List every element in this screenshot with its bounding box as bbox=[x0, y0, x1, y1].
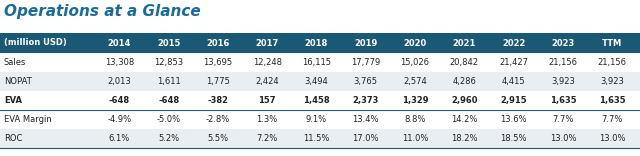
Text: ROC: ROC bbox=[4, 134, 22, 143]
Text: -382: -382 bbox=[207, 96, 228, 105]
Text: 13.0%: 13.0% bbox=[550, 134, 576, 143]
Text: -648: -648 bbox=[109, 96, 130, 105]
Text: 1,611: 1,611 bbox=[157, 77, 180, 86]
Text: 13.4%: 13.4% bbox=[353, 115, 379, 124]
Text: 7.2%: 7.2% bbox=[257, 134, 278, 143]
Text: 1,635: 1,635 bbox=[599, 96, 625, 105]
Text: -648: -648 bbox=[158, 96, 179, 105]
Text: -2.8%: -2.8% bbox=[206, 115, 230, 124]
Text: 5.5%: 5.5% bbox=[207, 134, 228, 143]
Text: 2015: 2015 bbox=[157, 39, 180, 47]
Text: 18.2%: 18.2% bbox=[451, 134, 477, 143]
Text: 6.1%: 6.1% bbox=[109, 134, 130, 143]
Text: 1,329: 1,329 bbox=[402, 96, 428, 105]
Text: 11.5%: 11.5% bbox=[303, 134, 330, 143]
Text: 7.7%: 7.7% bbox=[602, 115, 623, 124]
Text: 2018: 2018 bbox=[305, 39, 328, 47]
Text: 2022: 2022 bbox=[502, 39, 525, 47]
Text: 2020: 2020 bbox=[403, 39, 427, 47]
Text: 1.3%: 1.3% bbox=[257, 115, 278, 124]
Text: 2021: 2021 bbox=[452, 39, 476, 47]
Text: 2,424: 2,424 bbox=[255, 77, 279, 86]
Text: 2017: 2017 bbox=[255, 39, 279, 47]
Text: 3,765: 3,765 bbox=[354, 77, 378, 86]
Text: 2,574: 2,574 bbox=[403, 77, 427, 86]
Text: Operations at a Glance: Operations at a Glance bbox=[4, 4, 201, 19]
Text: 17,779: 17,779 bbox=[351, 58, 380, 67]
Text: Sales: Sales bbox=[4, 58, 26, 67]
Text: 2,013: 2,013 bbox=[108, 77, 131, 86]
Text: 13,308: 13,308 bbox=[105, 58, 134, 67]
Text: 2019: 2019 bbox=[354, 39, 378, 47]
Text: 17.0%: 17.0% bbox=[353, 134, 379, 143]
Text: 9.1%: 9.1% bbox=[306, 115, 327, 124]
Text: 7.7%: 7.7% bbox=[552, 115, 573, 124]
Text: 16,115: 16,115 bbox=[302, 58, 331, 67]
Text: 20,842: 20,842 bbox=[450, 58, 479, 67]
Text: 1,635: 1,635 bbox=[550, 96, 576, 105]
Text: 5.2%: 5.2% bbox=[158, 134, 179, 143]
Text: 4,415: 4,415 bbox=[502, 77, 525, 86]
Text: 1,458: 1,458 bbox=[303, 96, 330, 105]
Text: 2023: 2023 bbox=[551, 39, 575, 47]
Text: EVA Margin: EVA Margin bbox=[4, 115, 52, 124]
Text: (million USD): (million USD) bbox=[4, 39, 67, 47]
Text: 21,427: 21,427 bbox=[499, 58, 528, 67]
Text: 157: 157 bbox=[259, 96, 276, 105]
Text: 15,026: 15,026 bbox=[401, 58, 429, 67]
Text: 2016: 2016 bbox=[206, 39, 230, 47]
Text: 18.5%: 18.5% bbox=[500, 134, 527, 143]
Text: 1,775: 1,775 bbox=[206, 77, 230, 86]
Text: 3,923: 3,923 bbox=[600, 77, 624, 86]
Text: 2,373: 2,373 bbox=[353, 96, 379, 105]
Text: 3,923: 3,923 bbox=[551, 77, 575, 86]
Text: 13.0%: 13.0% bbox=[599, 134, 625, 143]
Text: 11.0%: 11.0% bbox=[402, 134, 428, 143]
Text: 8.8%: 8.8% bbox=[404, 115, 426, 124]
Text: 2,960: 2,960 bbox=[451, 96, 477, 105]
Text: 13.6%: 13.6% bbox=[500, 115, 527, 124]
Text: -4.9%: -4.9% bbox=[108, 115, 131, 124]
Text: TTM: TTM bbox=[602, 39, 622, 47]
Text: 12,853: 12,853 bbox=[154, 58, 183, 67]
Text: NOPAT: NOPAT bbox=[4, 77, 32, 86]
Text: 13,695: 13,695 bbox=[204, 58, 232, 67]
Text: -5.0%: -5.0% bbox=[157, 115, 180, 124]
Text: 4,286: 4,286 bbox=[452, 77, 476, 86]
Text: 21,156: 21,156 bbox=[598, 58, 627, 67]
Text: 12,248: 12,248 bbox=[253, 58, 282, 67]
Text: 2014: 2014 bbox=[108, 39, 131, 47]
Text: 14.2%: 14.2% bbox=[451, 115, 477, 124]
Text: 2,915: 2,915 bbox=[500, 96, 527, 105]
Text: EVA: EVA bbox=[4, 96, 22, 105]
Text: 21,156: 21,156 bbox=[548, 58, 577, 67]
Text: 3,494: 3,494 bbox=[305, 77, 328, 86]
